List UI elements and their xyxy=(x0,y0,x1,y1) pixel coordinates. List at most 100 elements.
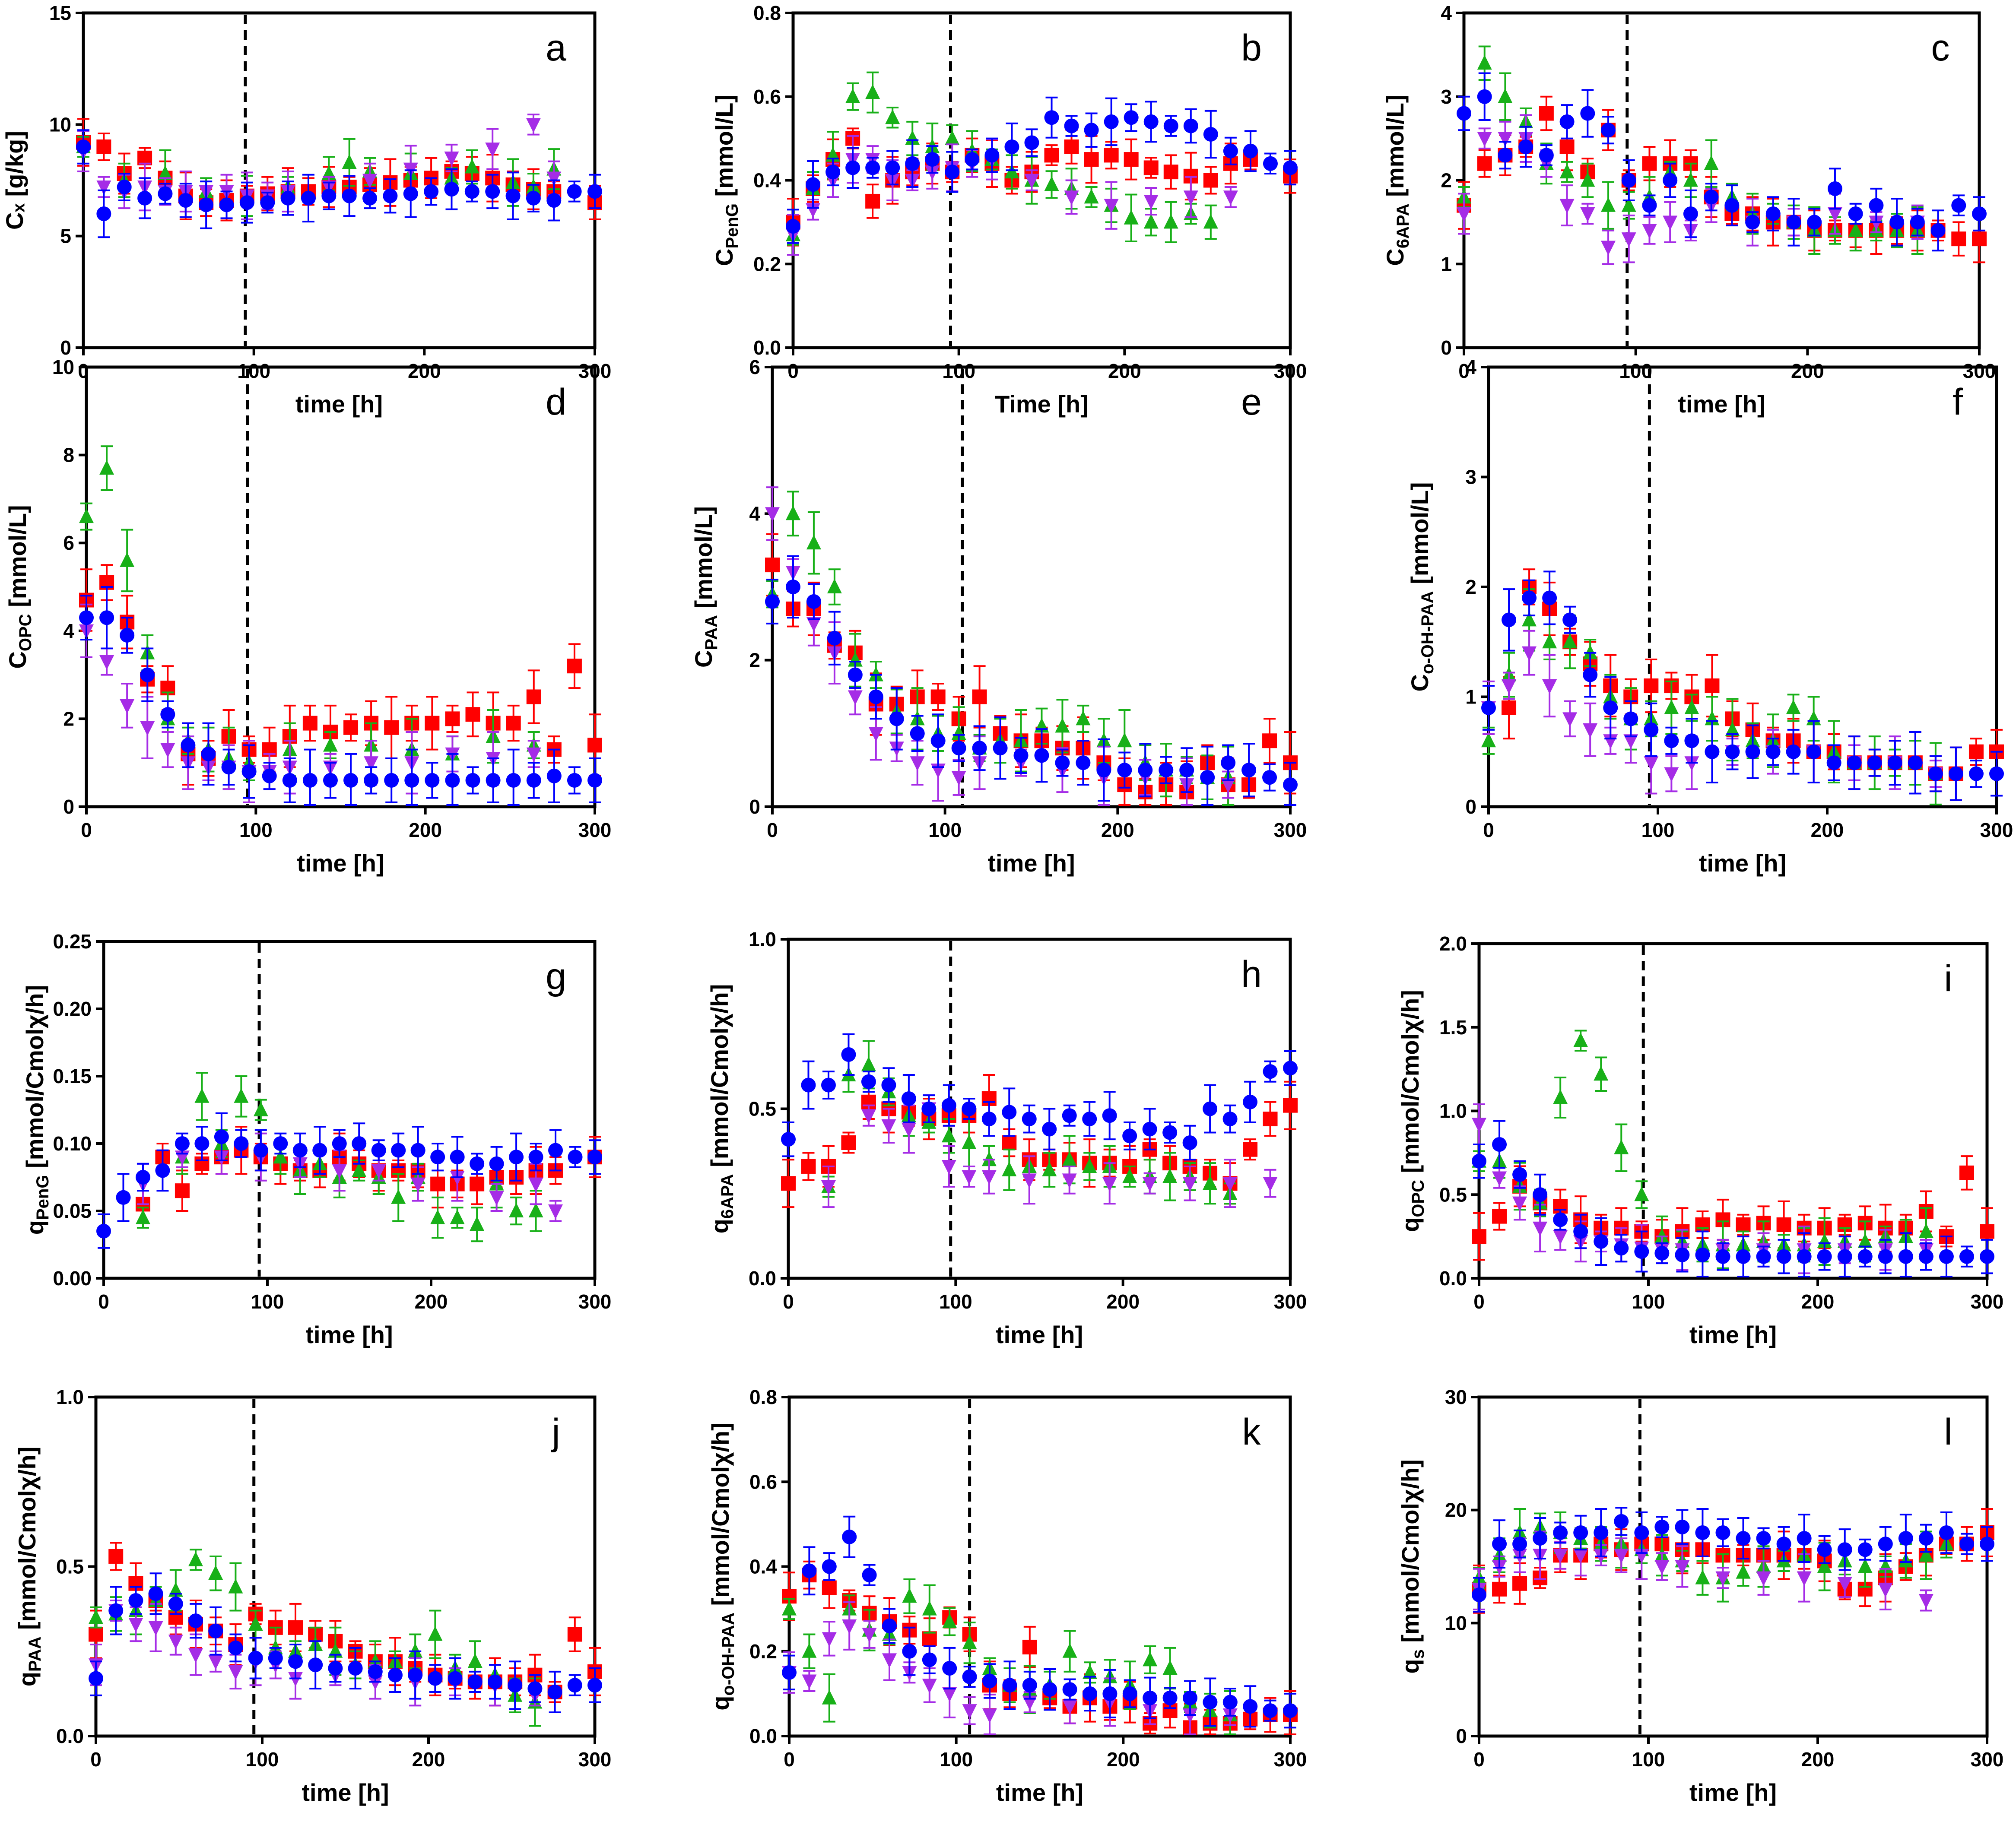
data-point xyxy=(1542,679,1557,694)
data-point xyxy=(845,88,860,103)
data-point xyxy=(199,197,214,212)
data-point xyxy=(430,1209,445,1224)
data-point xyxy=(321,188,337,203)
data-point xyxy=(1042,1161,1057,1176)
data-point xyxy=(962,1170,977,1185)
data-point xyxy=(885,109,900,124)
data-point xyxy=(1642,224,1657,239)
data-point xyxy=(1959,1165,1974,1180)
series-blue xyxy=(76,129,602,238)
data-point xyxy=(1082,1158,1097,1173)
x-tick-label: 100 xyxy=(237,360,270,382)
data-point xyxy=(1222,1112,1238,1127)
data-point xyxy=(430,1150,445,1165)
data-point xyxy=(1024,135,1039,150)
data-point xyxy=(1062,1682,1077,1697)
data-point xyxy=(1918,1531,1933,1546)
data-point xyxy=(1143,1651,1158,1667)
data-point xyxy=(362,190,378,206)
data-point xyxy=(1573,1224,1588,1239)
data-point xyxy=(1062,1108,1077,1123)
data-point xyxy=(1848,206,1863,221)
data-point xyxy=(1695,1247,1710,1262)
data-point xyxy=(194,1088,210,1103)
data-point xyxy=(1898,1249,1913,1264)
data-point xyxy=(428,1671,443,1686)
data-point xyxy=(1594,1234,1609,1249)
data-point xyxy=(1457,207,1471,222)
chart-panel-k: 0.0 0.2 0.4 0.6 0.8 0 100 200 300 time [h] qo-OH-P… xyxy=(707,1386,1307,1806)
data-point xyxy=(922,1631,937,1646)
data-point xyxy=(1102,1686,1118,1701)
data-point xyxy=(1878,1582,1893,1597)
data-point xyxy=(1492,1581,1507,1597)
data-point xyxy=(1183,118,1198,133)
series-blue xyxy=(781,1033,1298,1161)
data-point xyxy=(526,689,541,704)
plot-frame xyxy=(1462,11,1981,349)
y-tick-label: 6 xyxy=(749,356,760,378)
data-point xyxy=(391,1143,406,1158)
y-tick-label: 0 xyxy=(60,336,71,359)
data-point xyxy=(99,460,114,475)
data-point xyxy=(862,1568,877,1583)
series-purple xyxy=(821,1094,1278,1208)
data-point xyxy=(343,720,359,735)
data-point xyxy=(1104,114,1119,129)
data-point xyxy=(1542,590,1557,605)
x-tick-label: 0 xyxy=(1473,1748,1485,1771)
data-point xyxy=(1117,763,1132,778)
data-point xyxy=(89,1609,103,1624)
x-axis-label: time [h] xyxy=(996,1779,1083,1806)
data-point xyxy=(1522,646,1537,661)
x-tick-label: 100 xyxy=(939,1290,972,1313)
y-tick-label: 0 xyxy=(1441,336,1452,359)
data-point xyxy=(546,193,562,208)
data-point xyxy=(239,195,254,210)
series-red xyxy=(782,1560,1298,1735)
data-point xyxy=(1062,1643,1077,1658)
data-point xyxy=(1857,1233,1873,1248)
data-point xyxy=(1614,1514,1629,1529)
data-point xyxy=(470,1216,485,1231)
data-point xyxy=(388,1667,403,1683)
data-point xyxy=(117,180,132,194)
data-point xyxy=(1002,1161,1017,1176)
data-point xyxy=(1143,114,1159,129)
data-point xyxy=(567,1678,582,1693)
data-point xyxy=(1223,143,1238,158)
data-point xyxy=(1562,712,1578,727)
data-point xyxy=(786,219,800,234)
y-tick-label: 1.0 xyxy=(56,1386,84,1408)
data-point xyxy=(509,1203,524,1217)
y-tick-label: 0.25 xyxy=(53,930,92,953)
data-point xyxy=(1908,755,1923,770)
data-point xyxy=(801,1159,816,1174)
x-tick-label: 300 xyxy=(1274,1748,1307,1771)
data-point xyxy=(1621,232,1636,247)
data-point xyxy=(308,1657,323,1673)
y-tick-label: 0.0 xyxy=(749,1267,776,1290)
data-point xyxy=(1756,1571,1771,1586)
x-tick-label: 100 xyxy=(246,1748,279,1771)
data-point xyxy=(1724,198,1740,213)
data-point xyxy=(568,1150,583,1165)
data-point xyxy=(587,1150,602,1165)
data-point xyxy=(942,1613,957,1629)
x-tick-label: 100 xyxy=(942,360,975,382)
data-point xyxy=(312,1143,327,1158)
data-point xyxy=(1559,139,1575,154)
data-point xyxy=(922,1679,937,1694)
x-tick-label: 100 xyxy=(239,819,273,841)
data-point xyxy=(1817,1558,1832,1573)
data-point xyxy=(188,1613,203,1629)
data-point xyxy=(1644,722,1659,737)
data-point xyxy=(1283,160,1298,175)
data-point xyxy=(821,1077,836,1093)
data-point xyxy=(273,1136,288,1151)
data-point xyxy=(408,1667,423,1683)
data-point xyxy=(865,193,880,209)
data-point xyxy=(1959,1537,1974,1552)
